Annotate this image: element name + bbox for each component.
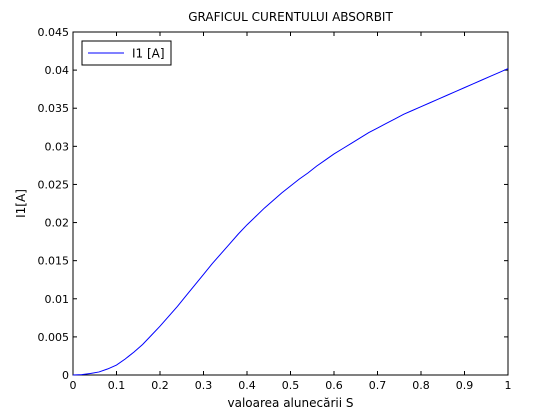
- x-tick-label: 0.2: [151, 379, 169, 392]
- x-tick-label: 0.6: [325, 379, 343, 392]
- x-axis-label: valoarea alunecării S: [228, 396, 354, 410]
- plot-area: [72, 31, 509, 376]
- legend-label: I1 [A]: [132, 47, 165, 61]
- x-tick-label: 1: [505, 379, 512, 392]
- chart-title: GRAFICUL CURENTULUI ABSORBIT: [188, 10, 393, 24]
- y-tick-label: 0.02: [45, 217, 70, 230]
- legend: I1 [A]: [81, 40, 172, 66]
- y-tick-label: 0.015: [38, 255, 70, 268]
- series-layer: [72, 68, 509, 376]
- y-tick-label: 0.01: [45, 293, 70, 306]
- y-tick-label: 0.03: [45, 140, 70, 153]
- y-tick-label: 0.005: [38, 331, 70, 344]
- x-tick-label: 0.8: [412, 379, 430, 392]
- y-tick-label: 0.04: [45, 64, 70, 77]
- y-axis-label: I1[A]: [14, 189, 28, 218]
- x-tick-label: 0: [70, 379, 77, 392]
- y-tick-label: 0.035: [38, 102, 70, 115]
- y-tick-label: 0: [62, 369, 69, 382]
- x-tick-label: 0.9: [456, 379, 474, 392]
- y-tick-label: 0.045: [38, 26, 70, 39]
- x-tick-label: 0.7: [369, 379, 387, 392]
- series-line-0: [72, 68, 509, 376]
- y-tick-label: 0.025: [38, 178, 70, 191]
- x-tick-label: 0.4: [238, 379, 256, 392]
- x-tick-label: 0.3: [195, 379, 213, 392]
- x-axis-ticks: 0 0.1 0.2 0.3 0.4 0.5 0.6 0.7 0.8 0.9 1: [70, 32, 512, 392]
- x-tick-label: 0.5: [282, 379, 300, 392]
- y-axis-ticks: 0 0.005 0.01 0.015 0.02 0.025 0.03 0.035 0.04 0.0…: [38, 26, 508, 382]
- x-tick-label: 0.1: [108, 379, 126, 392]
